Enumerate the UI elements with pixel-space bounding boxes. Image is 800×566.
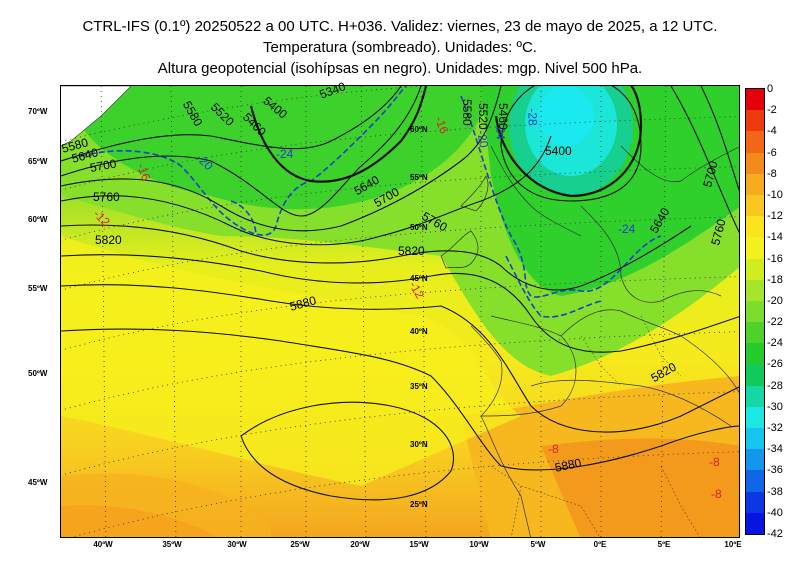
isohypse-label: 5400 [545,144,572,158]
isohypse-label: 5820 [95,233,122,247]
lat-label: 55ºW [28,284,48,293]
thick-isohypses [249,86,643,198]
lat-label: 50ºW [28,369,48,378]
colorbar-segment [746,237,764,260]
title-line-1: CTRL-IFS (0.1º) 20250522 a 00 UTC. H+036… [82,18,718,35]
colorbar-segment [746,89,764,111]
colorbar-segment [746,300,764,323]
colorbar-tick-label: -24 [767,337,783,350]
isohypses [61,86,739,501]
coast-greenland [61,86,132,147]
colorbar-tick-label: -6 [767,146,777,159]
inner-lat-label: 35ºN [410,382,428,391]
colorbar-tick-label: -32 [767,422,783,435]
yellow-band [61,236,521,486]
isotherm-label: -28 [525,108,540,126]
map-svg [61,86,739,537]
isotherm-label: -24 [276,147,294,161]
title-line-3: Altura geopotencial (isohípsas en negro)… [157,60,643,77]
colorbar-tick-label: -38 [767,485,783,498]
isotherm-label: -24 [493,122,508,140]
colorbar-segment [746,449,764,471]
isotherm-label: -8 [709,455,720,469]
colorbar-tick-label: -42 [767,528,783,540]
colorbar-tick-label: 0 [767,83,774,95]
warm-region-sw [61,473,271,537]
colorbar-tick-label: -12 [767,210,783,223]
inner-lat-label: 50ºN [410,223,428,232]
colorbar-tick-label: -26 [767,358,783,371]
colorbar-tick-label: -16 [767,252,783,265]
colorbar-tick-label: -2 [767,104,777,117]
colorbar-segment [746,216,764,238]
inner-lat-label: 55ºN [410,173,428,182]
colorbar-segment [746,194,764,217]
title-line-2: Temperatura (sombreado). Unidades: ºC. [263,39,537,56]
colorbar-segment [746,491,764,514]
lon-label: 0ºE [593,540,607,549]
colorbar-segment [746,173,764,196]
colorbar-segment [746,385,764,408]
map-panel [60,85,740,538]
borders [490,315,701,537]
colorbar-tick-label: -14 [767,231,783,244]
colorbar-segment [746,152,764,175]
colorbar-tick-label: -8 [767,167,777,180]
green-deep-north [81,86,491,210]
colorbar-segment [746,406,764,429]
colorbar-segment [746,258,764,281]
lon-label: 5ºW [530,540,546,549]
isotherm-label: -20 [474,129,492,149]
isohypse-label: 5520 [476,103,490,130]
colorbar-tick-label: -28 [767,379,783,392]
lon-label: 20ºW [350,540,370,549]
lat-label: 65ºW [28,157,48,166]
cold-isotherms [80,86,662,318]
colorbar-segment [746,512,764,535]
colorbar-tick-label: -18 [767,273,783,286]
isotherm-label: -8 [711,487,722,501]
no-data-area [61,86,131,146]
lon-label: 10ºE [724,540,742,549]
hot-region-se [541,438,739,537]
lon-label: 5ºE [657,540,671,549]
lon-label: 40ºW [93,540,113,549]
colorbar-tick-label: -22 [767,316,783,329]
lon-label: 15ºW [409,540,429,549]
colorbar-segment [746,279,764,302]
lon-label: 35ºW [162,540,182,549]
inner-lat-label: 60ºN [410,125,428,134]
isotherm-label: -8 [548,442,559,456]
colorbar-tick-label: -36 [767,464,783,477]
isotherm-label: -24 [618,222,636,236]
isohypse-label: 5760 [93,190,120,204]
inner-lat-label: 45ºN [410,274,428,283]
colorbar-segment [746,428,764,450]
inner-lat-label: 25ºN [410,500,428,509]
lon-label: 25ºW [290,540,310,549]
lat-label: 70ºW [28,107,48,116]
lat-label: 60ºW [28,215,48,224]
isohypse-label: 5580 [460,99,474,126]
colorbar-tick-label: -4 [767,125,777,138]
colorbar-segment [746,110,764,132]
isohypse-label: 5820 [398,244,425,258]
colorbar-tick-label: -10 [767,188,783,201]
cold-core-center [538,86,594,146]
colorbar-segment [746,470,764,493]
colorbar-segment [746,364,764,387]
lat-label: 45ºW [28,478,48,487]
lon-label: 30ºW [227,540,247,549]
colorbar-tick-label: -34 [767,443,783,456]
colorbar-segment [746,343,764,365]
colorbar-tick-label: -20 [767,294,783,307]
inner-lat-label: 40ºN [410,327,428,336]
colorbar-tick-label: -30 [767,400,783,413]
colorbar-segment [746,322,764,344]
colorbar-tick-label: -40 [767,506,783,519]
colorbar [745,88,765,535]
inner-lat-label: 30ºN [410,440,428,449]
colorbar-segment [746,131,764,154]
lon-label: 10ºW [469,540,489,549]
